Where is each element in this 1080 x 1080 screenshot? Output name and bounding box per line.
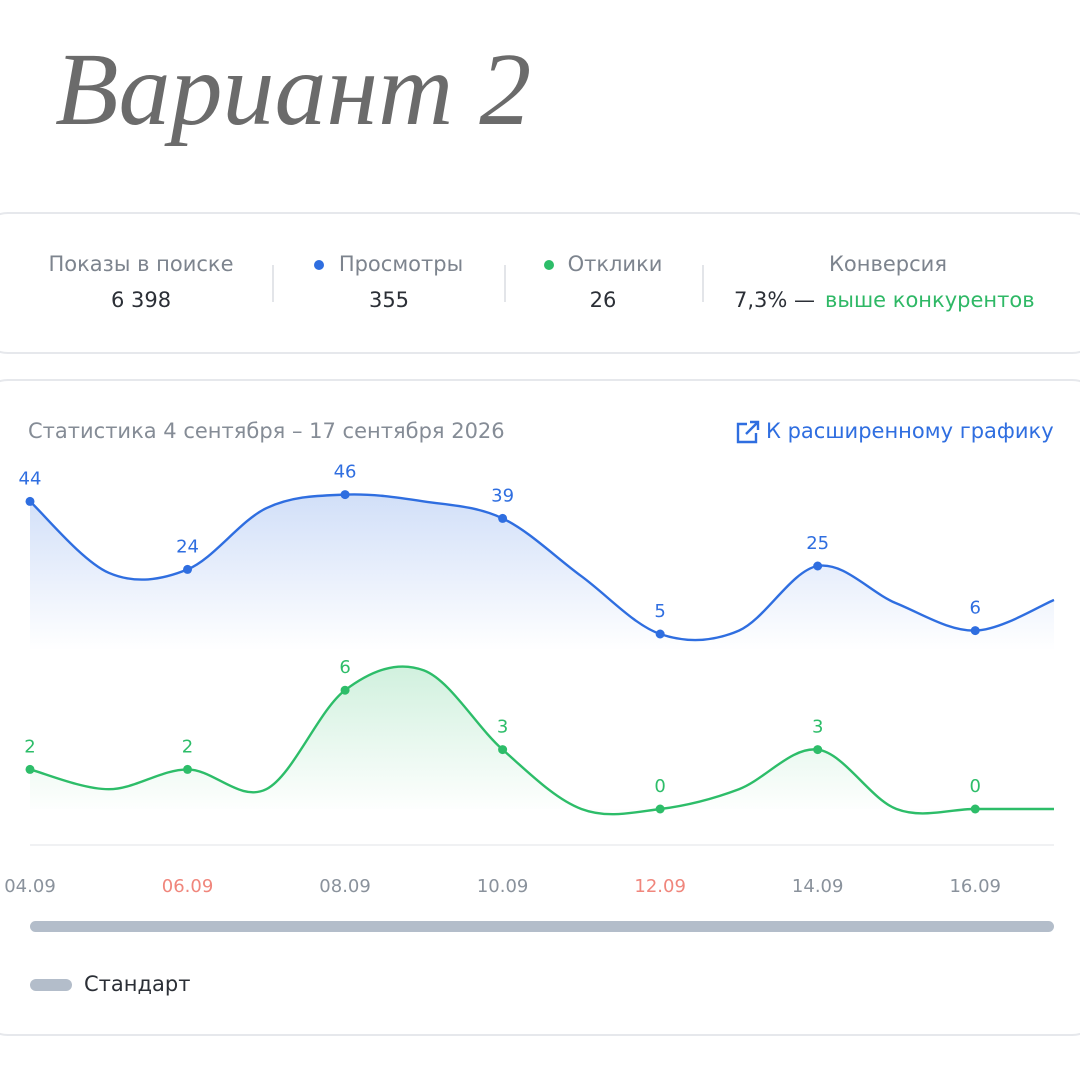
point: [655, 629, 665, 639]
stat-label: Просмотры: [339, 252, 463, 276]
data-label: 3: [497, 717, 508, 738]
stat-note: выше конкурентов: [825, 288, 1035, 312]
data-label: 2: [182, 736, 193, 757]
point: [970, 626, 980, 636]
point: [340, 685, 350, 695]
chart-title: Статистика 4 сентября – 17 сентября 2026: [28, 419, 505, 443]
stat-dot: [544, 260, 554, 270]
point: [183, 764, 193, 774]
point: [498, 513, 508, 523]
data-label: 24: [176, 536, 199, 557]
data-label: 6: [970, 598, 981, 619]
chart-card: [0, 379, 1080, 1036]
stats-card: [0, 212, 1080, 354]
point: [970, 804, 980, 814]
scrollbar[interactable]: [30, 921, 1054, 932]
line: [29, 665, 1054, 816]
x-tick-label: 14.09: [792, 876, 844, 897]
stat-label: Конверсия: [829, 252, 947, 276]
data-label: 44: [19, 468, 42, 489]
x-tick-label: 12.09: [634, 876, 686, 897]
data-label: 46: [334, 462, 357, 483]
link-icon[interactable]: [736, 420, 760, 444]
point: [340, 490, 350, 500]
data-label: 0: [970, 776, 981, 797]
area: [30, 666, 1054, 815]
x-tick-label: 10.09: [477, 876, 529, 897]
stat-dot: [314, 260, 324, 270]
point: [25, 764, 35, 774]
stat-label: Отклики: [568, 252, 663, 276]
x-tick-label: 08.09: [319, 876, 371, 897]
legend-swatch: [30, 979, 72, 991]
data-label: 5: [654, 601, 665, 622]
legend-label: Стандарт: [84, 972, 190, 996]
area: [30, 494, 1054, 651]
data-label: 6: [339, 657, 350, 678]
stat-label: Показы в поиске: [48, 252, 233, 276]
data-label: 2: [24, 736, 35, 757]
stat-value: 355: [369, 288, 409, 312]
heading: Вариант 2: [55, 32, 531, 147]
point: [498, 745, 508, 755]
point: [813, 745, 823, 755]
x-tick-label: 06.09: [162, 876, 214, 897]
point: [655, 804, 665, 814]
stat-value: 6 398: [111, 288, 171, 312]
point: [183, 564, 193, 574]
link[interactable]: К расширенному графику: [766, 419, 1054, 443]
stat-value: 26: [590, 288, 617, 312]
point: [813, 561, 823, 571]
point: [25, 496, 35, 506]
data-label: 3: [812, 717, 823, 738]
stat-value: 7,3% —: [734, 288, 815, 312]
x-tick-label: 04.09: [4, 876, 56, 897]
x-tick-label: 16.09: [949, 876, 1001, 897]
data-label: 0: [654, 776, 665, 797]
data-label: 25: [806, 533, 829, 554]
data-label: 39: [491, 485, 514, 506]
